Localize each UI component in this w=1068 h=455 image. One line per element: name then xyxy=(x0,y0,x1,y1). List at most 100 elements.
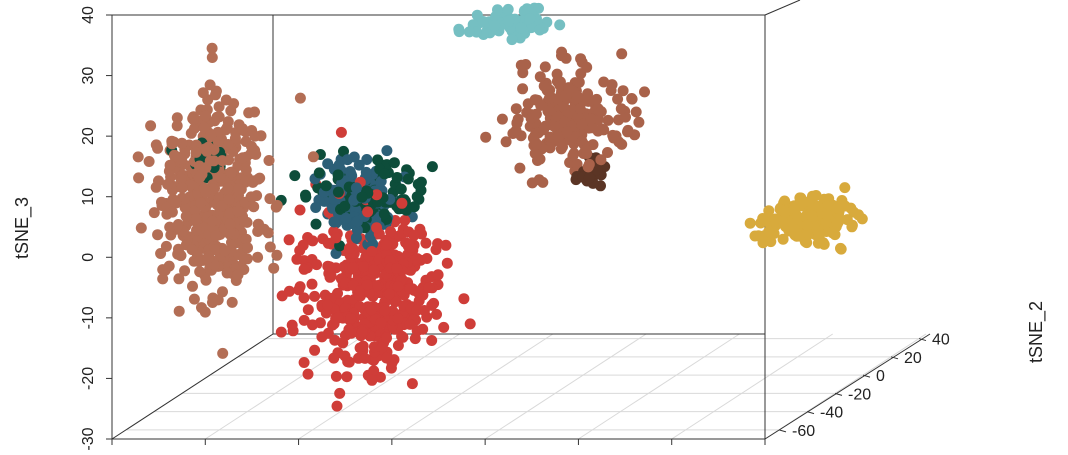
scatter-point xyxy=(302,368,314,380)
scatter-point xyxy=(365,304,377,316)
scatter-point xyxy=(268,262,280,274)
scatter-point xyxy=(510,125,522,136)
scatter-point xyxy=(334,387,346,399)
scatter-point xyxy=(189,122,200,134)
z-tick-label: -30 xyxy=(80,427,97,450)
scatter-point xyxy=(310,218,322,230)
scatter-point xyxy=(317,233,329,245)
scatter-point xyxy=(503,15,515,27)
scatter-point xyxy=(132,151,144,163)
scatter-point xyxy=(418,305,430,316)
scatter-points xyxy=(132,2,868,412)
scatter-point xyxy=(201,145,213,157)
scatter-point xyxy=(283,234,295,246)
y-tick-label: 0 xyxy=(876,368,885,385)
scatter-point xyxy=(335,126,347,138)
scatter-point xyxy=(298,357,310,368)
scatter-point xyxy=(229,132,241,144)
scatter-point xyxy=(237,152,249,164)
scatter-point xyxy=(324,261,336,273)
y-tick-label: -60 xyxy=(792,423,815,440)
scatter-point xyxy=(217,286,228,298)
scatter-point xyxy=(779,206,791,218)
scatter-point xyxy=(338,145,349,157)
scatter-point xyxy=(173,243,184,255)
scatter-point xyxy=(563,83,575,95)
scatter-point xyxy=(432,238,444,250)
scatter-point xyxy=(188,114,199,125)
scatter-point xyxy=(428,297,440,309)
scatter-point xyxy=(575,53,587,65)
scatter-point xyxy=(212,294,224,306)
scatter-point xyxy=(602,114,614,126)
scatter-point xyxy=(206,215,218,227)
scatter-point xyxy=(821,209,833,221)
scatter-point xyxy=(534,24,546,36)
scatter-point xyxy=(233,183,245,195)
scatter-point xyxy=(194,266,206,278)
floor-grid-line-x xyxy=(391,333,554,440)
scatter-point xyxy=(532,155,543,166)
scatter-point xyxy=(341,371,353,383)
scatter-point xyxy=(271,249,283,261)
scatter-point xyxy=(553,131,564,143)
scatter-point xyxy=(157,273,169,285)
scatter-point xyxy=(595,123,607,135)
scatter-point xyxy=(403,238,415,250)
scatter-point xyxy=(576,119,588,131)
scatter-point xyxy=(380,352,392,364)
scatter-point xyxy=(289,170,301,182)
scatter-point xyxy=(408,201,420,213)
scatter-point xyxy=(370,280,382,292)
scatter-point xyxy=(368,341,380,353)
scatter-point xyxy=(417,323,429,335)
scatter-point xyxy=(264,193,276,205)
scatter-point xyxy=(586,122,598,134)
z-axis-title: tSNE_3 xyxy=(12,197,33,259)
scatter-point xyxy=(572,91,584,103)
scatter-point xyxy=(307,319,318,331)
scatter-point xyxy=(581,148,593,159)
scatter-point xyxy=(222,182,234,194)
scatter-point xyxy=(159,264,171,276)
scatter-point xyxy=(298,314,310,326)
scatter-point xyxy=(616,48,628,60)
scatter-point xyxy=(204,79,216,91)
scatter-point xyxy=(186,244,198,256)
scatter-point xyxy=(533,174,545,186)
scatter-point xyxy=(361,279,373,291)
scatter-point xyxy=(143,156,155,167)
scatter-point xyxy=(515,59,527,71)
scatter-point xyxy=(286,319,298,331)
scatter-point xyxy=(606,79,618,91)
scatter-point xyxy=(337,337,349,349)
scatter-point xyxy=(399,214,411,226)
scatter-point xyxy=(161,208,173,220)
scatter-point xyxy=(431,308,442,320)
scatter-point xyxy=(210,230,222,242)
scatter-point xyxy=(206,52,218,63)
scatter-point xyxy=(345,313,357,324)
scatter-point xyxy=(358,261,369,273)
scatter-point xyxy=(806,210,818,222)
scatter-point xyxy=(411,191,423,203)
scatter-point xyxy=(187,280,198,292)
scatter-point xyxy=(325,270,337,282)
scatter-point xyxy=(530,108,542,120)
scatter-point xyxy=(817,237,829,249)
scatter-point xyxy=(300,191,312,203)
scatter-point xyxy=(293,284,305,296)
scatter-point xyxy=(381,239,393,251)
scatter-point xyxy=(477,16,489,27)
z-tick-label: -20 xyxy=(80,367,97,390)
scatter-point xyxy=(381,145,393,157)
y-tick xyxy=(778,429,787,433)
scatter-point xyxy=(392,340,404,351)
scatter-point xyxy=(164,221,176,233)
scatter-point xyxy=(561,126,573,138)
scatter-point xyxy=(423,282,435,294)
scatter-point xyxy=(539,61,551,73)
scatter-point xyxy=(200,110,212,122)
scatter-point xyxy=(639,86,650,98)
scatter-point xyxy=(395,183,407,195)
